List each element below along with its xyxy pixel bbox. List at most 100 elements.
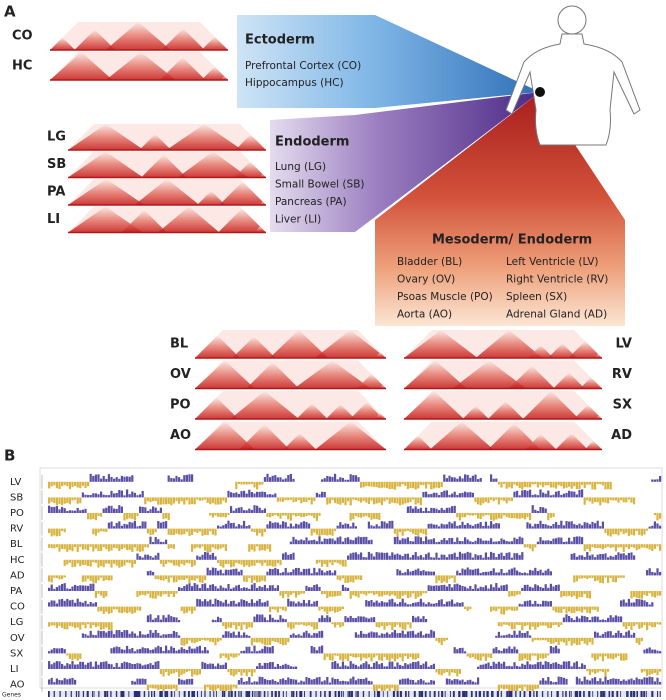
track-bar <box>492 661 495 669</box>
track-bar <box>500 663 503 669</box>
track-bar <box>388 555 391 560</box>
track-bar <box>159 507 162 513</box>
track-bar <box>477 653 480 661</box>
track-bar <box>495 583 498 591</box>
track-bar <box>425 571 428 576</box>
track-bar <box>521 481 524 490</box>
gene <box>341 691 342 697</box>
track-bar <box>71 544 74 552</box>
gene <box>509 691 513 697</box>
track-bar <box>139 648 142 654</box>
track-bar <box>279 477 282 482</box>
track-bar <box>503 497 506 501</box>
tad-domain <box>50 37 76 50</box>
track-bar <box>313 513 316 519</box>
track-bar <box>469 513 472 516</box>
endoderm-box <box>270 92 540 232</box>
track-bar <box>219 653 222 659</box>
track-bar <box>165 634 168 638</box>
track-bar <box>297 634 300 638</box>
track-bar <box>625 602 628 607</box>
track-bar <box>219 513 222 518</box>
track-bar <box>315 572 318 576</box>
track-bar <box>66 559 69 565</box>
track-bar <box>419 678 422 685</box>
track-bar <box>266 588 269 591</box>
track-bar <box>516 553 519 560</box>
track-bar <box>206 684 209 688</box>
track-bar <box>180 606 183 611</box>
track-bar <box>539 537 542 545</box>
track-bar <box>526 622 529 626</box>
gene <box>523 691 526 697</box>
track-bar <box>94 575 97 584</box>
gene <box>128 691 130 697</box>
track-bar <box>648 544 651 550</box>
track-bar <box>542 507 545 513</box>
track-bar <box>510 648 513 654</box>
track-bar <box>534 509 537 513</box>
track-bar <box>393 554 396 560</box>
track-bar <box>575 591 578 599</box>
track-bar <box>633 632 636 638</box>
track-label: PO <box>10 508 24 519</box>
track-bar <box>406 631 409 638</box>
gene <box>578 691 582 697</box>
track-bar <box>438 526 441 529</box>
track-bar <box>276 477 279 482</box>
tissue-item: Pancreas (PA) <box>275 196 347 208</box>
gene <box>633 691 636 697</box>
track-bar <box>404 663 407 669</box>
track-bar <box>118 521 121 529</box>
track-bar <box>339 497 342 505</box>
track-bar <box>308 568 311 576</box>
track-bar <box>453 521 456 529</box>
track-bar <box>425 604 428 607</box>
track-bar <box>596 575 599 581</box>
track-bar <box>341 524 344 529</box>
track-bar <box>154 661 157 669</box>
track-bar <box>536 541 539 545</box>
track-bar <box>578 618 581 623</box>
gene <box>320 691 322 697</box>
track-bar <box>100 513 103 517</box>
heatmap-label: AD <box>611 428 632 443</box>
track-bar <box>97 622 100 627</box>
track-bar <box>487 556 490 560</box>
tad-domain <box>218 208 266 233</box>
track-bar <box>300 513 303 518</box>
track-bar <box>313 622 316 630</box>
track-bar <box>404 481 407 486</box>
track-bar <box>349 497 352 506</box>
track-bar <box>552 494 555 498</box>
track-bar <box>214 497 217 505</box>
gene <box>506 691 509 697</box>
track-bar <box>191 637 194 643</box>
track-bar <box>139 678 142 685</box>
track-bar <box>321 559 324 567</box>
track-bar <box>263 646 266 654</box>
track-bar <box>297 567 300 576</box>
track-bar <box>409 540 412 545</box>
track-bar <box>120 649 123 654</box>
track-bar <box>188 474 191 482</box>
track-bar <box>412 630 415 638</box>
track-bar <box>55 603 58 607</box>
track-bar <box>536 571 539 576</box>
track-bar <box>188 606 191 611</box>
track-bar <box>341 680 344 685</box>
track-bar <box>575 536 578 545</box>
track-bar <box>531 637 534 642</box>
track-bar <box>573 619 576 623</box>
track-bar <box>269 494 272 498</box>
gene <box>374 691 376 697</box>
track-bar <box>63 508 66 513</box>
track-bar <box>227 559 230 565</box>
track-bar <box>536 653 539 661</box>
track-bar <box>492 524 495 529</box>
track-bar <box>492 587 495 591</box>
track-bar <box>315 622 318 630</box>
track-bar <box>318 559 321 563</box>
track-bar <box>266 637 269 646</box>
track-bar <box>240 559 243 565</box>
